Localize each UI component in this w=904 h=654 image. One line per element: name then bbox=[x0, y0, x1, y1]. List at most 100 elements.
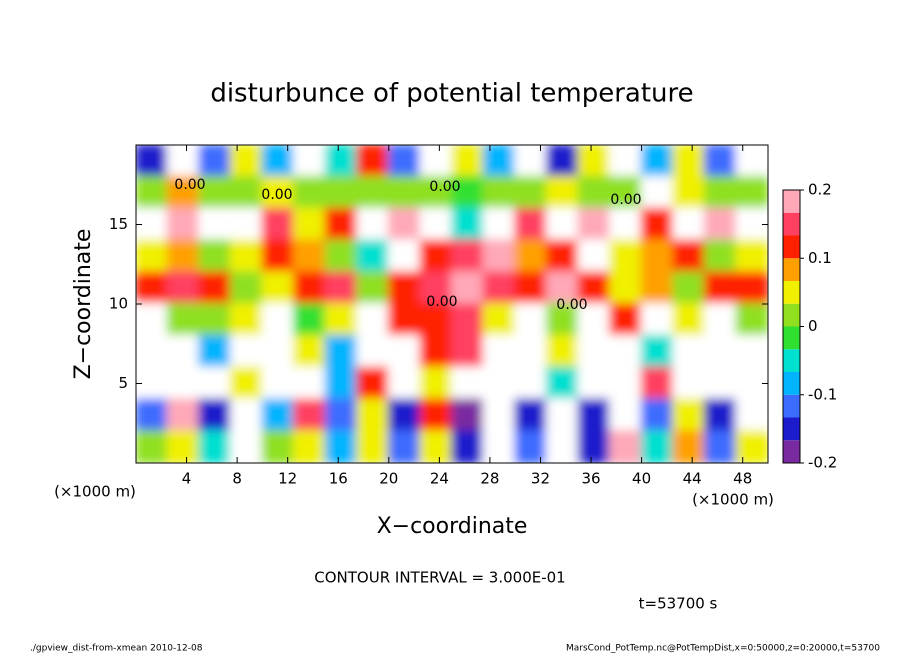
x-tick-label: 8 bbox=[232, 470, 242, 488]
cell bbox=[545, 366, 580, 401]
cell bbox=[419, 398, 453, 433]
colorbar-box bbox=[783, 349, 800, 372]
cell bbox=[609, 207, 643, 242]
cell bbox=[514, 239, 548, 274]
contour-label: 0.00 bbox=[261, 187, 292, 203]
cell bbox=[640, 271, 675, 305]
cell bbox=[735, 334, 768, 369]
cell bbox=[261, 239, 295, 274]
x-tick-label: 16 bbox=[329, 470, 348, 488]
cell bbox=[293, 175, 327, 210]
cell bbox=[577, 239, 611, 274]
cell bbox=[514, 175, 548, 210]
cell bbox=[419, 271, 453, 305]
cell bbox=[451, 175, 485, 210]
cell bbox=[609, 271, 643, 305]
cell bbox=[293, 366, 327, 401]
cell bbox=[387, 239, 422, 274]
cell bbox=[324, 271, 359, 305]
cell bbox=[672, 175, 706, 210]
cell bbox=[672, 366, 706, 401]
contour-note: CONTOUR INTERVAL = 3.000E-01 bbox=[314, 569, 565, 587]
cell bbox=[482, 145, 517, 178]
cell bbox=[609, 303, 643, 337]
cell bbox=[261, 430, 295, 463]
cell bbox=[387, 207, 422, 242]
cell bbox=[229, 145, 264, 178]
cell bbox=[229, 239, 264, 274]
contour-label: 0.00 bbox=[429, 179, 460, 195]
x-axis-label: X−coordinate bbox=[377, 514, 528, 539]
cell bbox=[324, 334, 359, 369]
cell bbox=[387, 145, 422, 178]
cell bbox=[672, 334, 706, 369]
cell bbox=[166, 398, 201, 433]
cell bbox=[419, 239, 453, 274]
x-tick-label: 24 bbox=[430, 470, 449, 488]
cell bbox=[451, 145, 485, 178]
cell bbox=[198, 239, 232, 274]
cell bbox=[166, 175, 201, 210]
x-tick-label: 36 bbox=[581, 470, 600, 488]
cell bbox=[229, 366, 264, 401]
x-tick-label: 12 bbox=[278, 470, 297, 488]
colorbar-box bbox=[783, 326, 800, 350]
cell bbox=[198, 271, 232, 305]
cell bbox=[545, 430, 580, 463]
cell bbox=[451, 334, 485, 369]
cell bbox=[387, 334, 422, 369]
cell bbox=[703, 430, 738, 463]
cell bbox=[545, 239, 580, 274]
cell bbox=[482, 430, 517, 463]
cell bbox=[419, 334, 453, 369]
cell bbox=[703, 398, 738, 433]
cell bbox=[293, 239, 327, 274]
cell bbox=[735, 303, 768, 337]
y-axis-label: Z−coordinate bbox=[71, 229, 96, 380]
cell bbox=[166, 334, 201, 369]
cell bbox=[482, 366, 517, 401]
cell bbox=[672, 207, 706, 242]
cell bbox=[387, 303, 422, 337]
cell bbox=[451, 430, 485, 463]
x-tick-label: 40 bbox=[632, 470, 651, 488]
cell bbox=[261, 271, 295, 305]
cell bbox=[229, 271, 264, 305]
cell bbox=[577, 207, 611, 242]
x-tick-label: 20 bbox=[379, 470, 398, 488]
cell bbox=[703, 207, 738, 242]
cell bbox=[419, 175, 453, 210]
cell bbox=[482, 239, 517, 274]
cell bbox=[136, 239, 169, 274]
cell bbox=[419, 366, 453, 401]
cell bbox=[198, 430, 232, 463]
cell bbox=[419, 303, 453, 337]
cell bbox=[545, 271, 580, 305]
cell bbox=[229, 207, 264, 242]
cell bbox=[514, 271, 548, 305]
contour-label: 0.00 bbox=[610, 192, 641, 208]
cell bbox=[577, 271, 611, 305]
x-tick-label: 28 bbox=[480, 470, 499, 488]
cell bbox=[293, 334, 327, 369]
contour-label: 0.00 bbox=[556, 297, 587, 313]
cell bbox=[356, 430, 390, 463]
colorbar-tick-label: -0.2 bbox=[808, 454, 837, 472]
cell bbox=[482, 303, 517, 337]
cell bbox=[136, 430, 169, 463]
colorbar-box bbox=[783, 303, 800, 327]
cell bbox=[166, 366, 201, 401]
cell bbox=[198, 366, 232, 401]
cell bbox=[451, 366, 485, 401]
cell bbox=[229, 334, 264, 369]
cell bbox=[735, 430, 768, 463]
cell bbox=[166, 430, 201, 463]
cell bbox=[166, 271, 201, 305]
cell bbox=[640, 239, 675, 274]
cell bbox=[166, 303, 201, 337]
cell bbox=[198, 334, 232, 369]
colorbar-tick-label: 0 bbox=[808, 317, 818, 335]
cell bbox=[293, 398, 327, 433]
cell bbox=[451, 303, 485, 337]
cell bbox=[356, 145, 390, 178]
